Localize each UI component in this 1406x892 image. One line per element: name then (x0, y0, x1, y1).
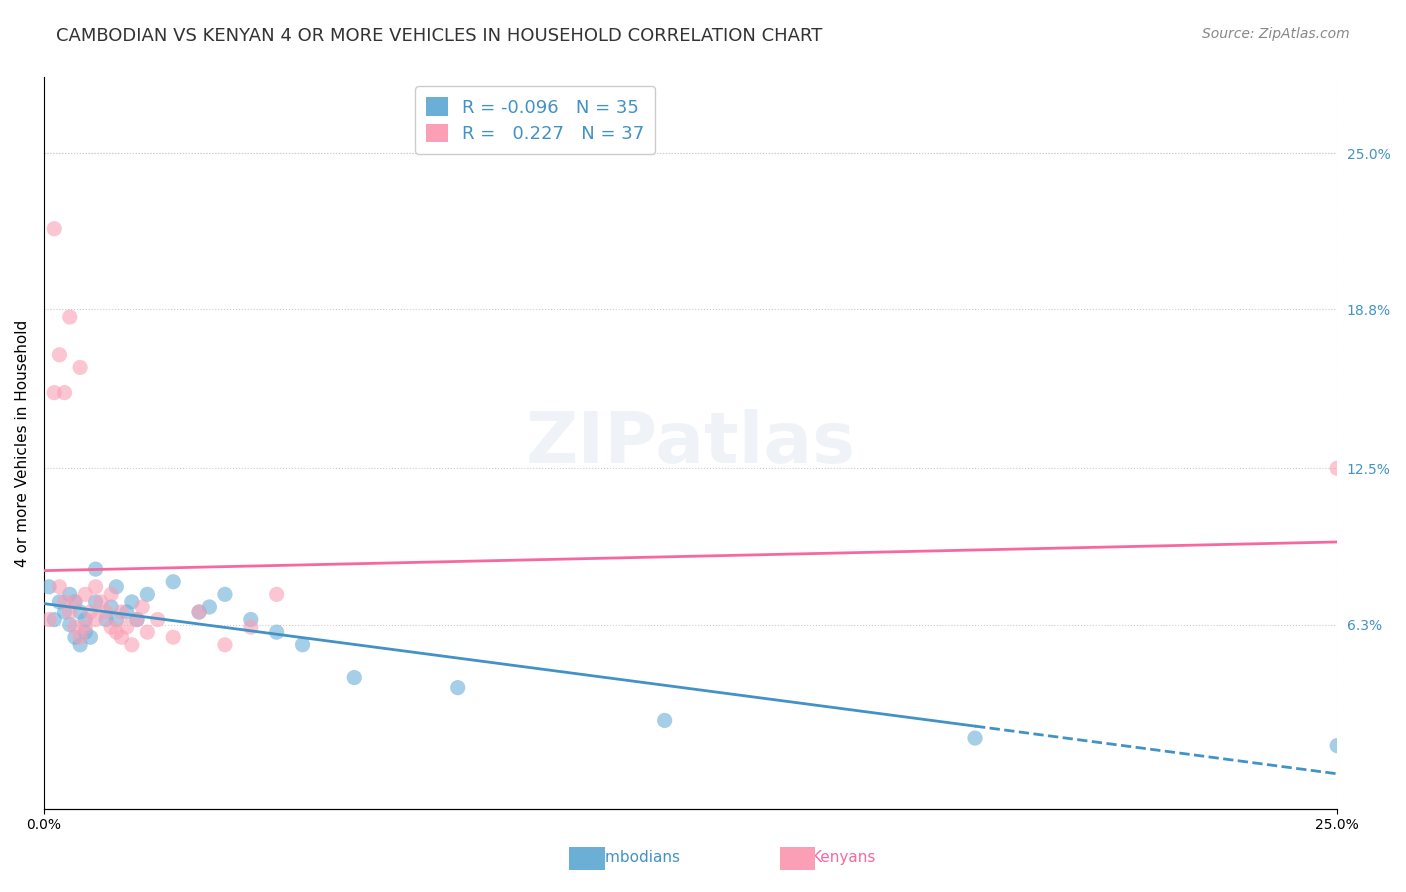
Point (79, 605, 101, 619)
Point (105, 625, 128, 640)
Point (162, 630, 184, 644)
Text: Cambodians: Cambodians (585, 850, 681, 865)
Point (239, 613, 262, 627)
Point (125, 613, 148, 627)
Point (121, 638, 143, 652)
Point (115, 620, 138, 634)
Point (115, 605, 138, 619)
Point (63, 595, 86, 609)
Point (84, 562, 107, 576)
Point (136, 625, 159, 640)
Point (69, 630, 91, 644)
Point (105, 613, 128, 627)
Point (53, 385, 76, 400)
Point (59, 587, 82, 601)
Text: CAMBODIAN VS KENYAN 4 OR MORE VEHICLES IN HOUSEHOLD CORRELATION CHART: CAMBODIAN VS KENYAN 4 OR MORE VEHICLES I… (56, 27, 823, 45)
Point (266, 587, 288, 601)
Point (214, 587, 236, 601)
Point (63, 620, 86, 634)
Point (198, 599, 221, 614)
Point (69, 605, 91, 619)
Y-axis label: 4 or more Vehicles in Household: 4 or more Vehicles in Household (15, 319, 30, 566)
Point (75, 613, 97, 627)
Point (53, 595, 76, 609)
Point (343, 671, 366, 685)
Point (110, 630, 132, 644)
Point (188, 605, 211, 619)
Point (90, 595, 112, 609)
Point (53, 605, 76, 619)
Point (63, 595, 86, 609)
Point (44, 613, 66, 627)
Point (94, 605, 117, 619)
Point (100, 587, 122, 601)
Point (48, 580, 70, 594)
Point (59, 605, 82, 619)
Point (1326, 461, 1348, 475)
Point (131, 599, 153, 614)
Point (38, 613, 60, 627)
Point (963, 731, 986, 745)
Point (162, 574, 184, 589)
Point (48, 348, 70, 362)
Point (146, 613, 169, 627)
Point (48, 595, 70, 609)
Point (38, 580, 60, 594)
Point (100, 599, 122, 614)
Point (75, 620, 97, 634)
Point (75, 587, 97, 601)
Point (84, 613, 107, 627)
Text: ZIPatlas: ZIPatlas (526, 409, 856, 477)
Point (121, 595, 143, 609)
Text: Kenyans: Kenyans (811, 850, 876, 865)
Point (59, 617, 82, 632)
Point (291, 638, 314, 652)
Point (447, 681, 470, 695)
Point (1326, 739, 1348, 753)
Point (239, 620, 262, 634)
Point (44, 221, 66, 235)
Point (59, 310, 82, 324)
Point (75, 625, 97, 640)
Point (214, 638, 236, 652)
Point (79, 630, 101, 644)
Point (266, 625, 288, 640)
Point (654, 714, 676, 728)
Point (105, 580, 128, 594)
Point (44, 385, 66, 400)
Point (136, 587, 159, 601)
Point (125, 613, 148, 627)
Point (84, 580, 107, 594)
Text: Source: ZipAtlas.com: Source: ZipAtlas.com (1202, 27, 1350, 41)
Point (84, 595, 107, 609)
Point (63, 630, 86, 644)
Point (110, 605, 132, 619)
Point (69, 360, 91, 375)
Point (100, 620, 122, 634)
Point (188, 605, 211, 619)
Point (94, 613, 117, 627)
Point (69, 638, 91, 652)
Legend: R = -0.096   N = 35, R =   0.227   N = 37: R = -0.096 N = 35, R = 0.227 N = 37 (415, 87, 655, 154)
